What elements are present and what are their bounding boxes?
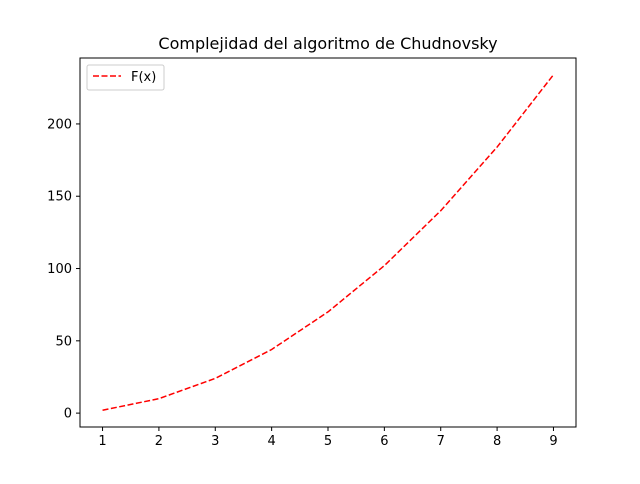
y-tick-label: 100 bbox=[47, 262, 72, 277]
legend: F(x) bbox=[86, 64, 165, 91]
x-tick-label: 1 bbox=[98, 434, 106, 449]
x-tick-label: 7 bbox=[437, 434, 445, 449]
x-tick-label: 4 bbox=[267, 434, 275, 449]
y-tick-label: 0 bbox=[64, 407, 72, 422]
series-line bbox=[102, 74, 555, 411]
axes: 1 2 3 4 5 6 7 8 9 0 50 100 150 200 bbox=[47, 57, 577, 449]
y-tick-label: 150 bbox=[47, 190, 72, 205]
legend-frame bbox=[86, 64, 165, 91]
x-tick-label: 3 bbox=[211, 434, 219, 449]
x-tick-label: 2 bbox=[155, 434, 163, 449]
y-tick-label: 50 bbox=[55, 334, 72, 349]
x-tick-label: 8 bbox=[493, 434, 501, 449]
x-tick-label: 5 bbox=[324, 434, 332, 449]
x-tick-label: 6 bbox=[380, 434, 388, 449]
legend-label: F(x) bbox=[131, 70, 156, 85]
y-tick-label: 200 bbox=[47, 117, 72, 132]
series-layer bbox=[102, 74, 555, 411]
x-tick-label: 9 bbox=[549, 434, 557, 449]
chart-title: Complejidad del algoritmo de Chudnovsky bbox=[158, 34, 497, 53]
